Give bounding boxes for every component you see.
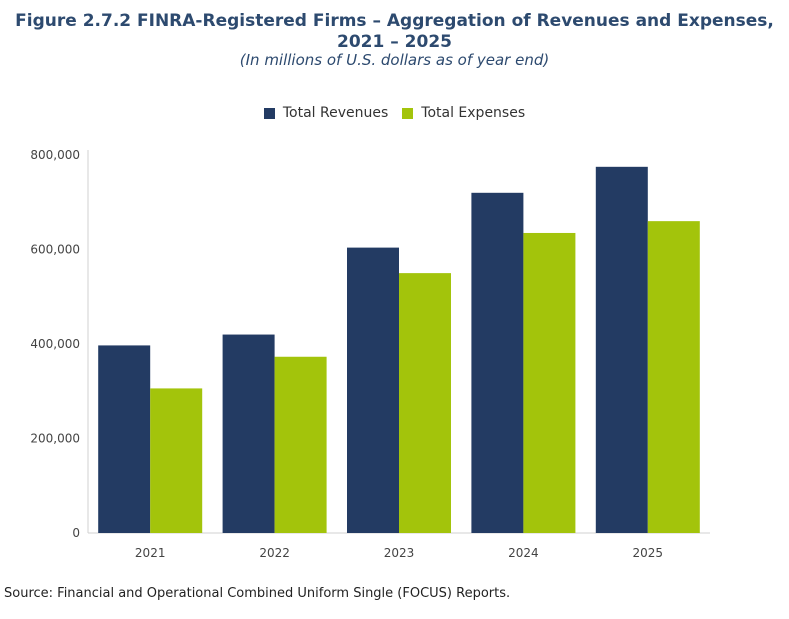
legend-item-expenses: Total Expenses: [402, 105, 525, 121]
y-tick-label: 800,000: [30, 148, 80, 162]
chart-legend: Total Revenues Total Expenses: [0, 105, 789, 121]
x-tick-label: 2024: [508, 546, 539, 560]
chart-title-line-2: 2021 – 2025: [337, 32, 452, 52]
source-note: Source: Financial and Operational Combin…: [4, 586, 511, 601]
bar-expenses-2024: [523, 232, 576, 533]
bar-revenues-2022: [222, 334, 275, 533]
y-tick-label: 200,000: [30, 432, 80, 446]
y-tick-label: 0: [72, 526, 80, 540]
bar-revenues-2024: [471, 192, 524, 534]
y-tick-label: 600,000: [30, 243, 80, 257]
bar-revenues-2025: [595, 166, 648, 533]
chart-title-line-1: Figure 2.7.2 FINRA-Registered Firms – Ag…: [15, 11, 774, 31]
bar-expenses-2025: [647, 221, 700, 533]
x-tick-label: 2022: [259, 546, 290, 560]
bar-revenues-2021: [98, 345, 151, 533]
y-tick-label: 400,000: [30, 337, 80, 351]
bar-expenses-2021: [150, 388, 203, 533]
chart-title: Figure 2.7.2 FINRA-Registered Firms – Ag…: [0, 11, 789, 53]
bar-revenues-2023: [347, 247, 399, 534]
x-tick-label: 2025: [633, 546, 664, 560]
x-tick-label: 2023: [384, 546, 415, 560]
legend-swatch-revenues: [263, 107, 275, 119]
legend-item-revenues: Total Revenues: [263, 105, 389, 121]
bar-expenses-2023: [399, 273, 451, 533]
legend-label-expenses: Total Expenses: [421, 105, 526, 121]
x-tick-label: 2021: [135, 546, 166, 560]
legend-swatch-expenses: [402, 107, 414, 119]
chart-subtitle: (In millions of U.S. dollars as of year …: [239, 51, 550, 69]
legend-label-revenues: Total Revenues: [282, 105, 389, 121]
bar-expenses-2022: [274, 356, 327, 533]
